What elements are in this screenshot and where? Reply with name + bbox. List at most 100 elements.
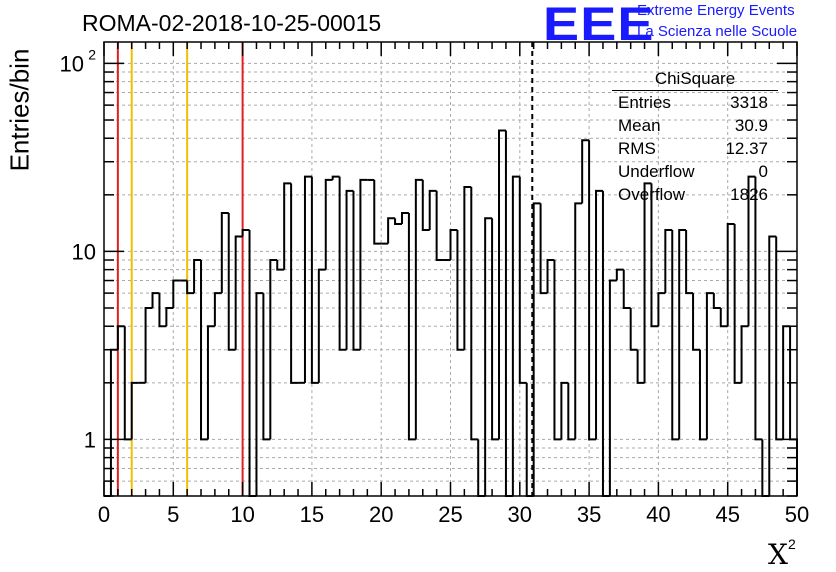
logo-line-2: La Scienza nelle Scuole: [637, 23, 798, 40]
histogram-bin: [428, 189, 437, 230]
x-axis-label-symbol: X: [768, 538, 788, 571]
histogram-bin: [601, 190, 610, 497]
histogram-bin: [719, 308, 728, 328]
histogram-bin: [789, 326, 798, 496]
histogram-bin: [470, 187, 479, 441]
histogram-bin: [678, 228, 687, 440]
histogram-bin: [747, 175, 756, 327]
eee-logo: EEE: [543, 0, 655, 50]
histogram-bin: [504, 130, 513, 497]
histogram-bin: [740, 325, 749, 383]
histogram-bin: [581, 139, 590, 204]
histogram-bin: [213, 292, 222, 327]
histogram-bin: [456, 229, 465, 351]
x-tick-label: 30: [508, 502, 532, 527]
histogram-bin: [664, 228, 673, 294]
histogram-bin: [387, 217, 396, 244]
stats-value: 1826: [730, 185, 768, 204]
y-tick-label-exponent: 2: [88, 46, 96, 62]
histogram-bin: [317, 268, 326, 383]
histogram-bin: [172, 279, 181, 309]
stats-value: 0: [758, 162, 768, 181]
run-title: ROMA-02-2018-10-25-00015: [82, 10, 382, 36]
histogram-bin: [241, 228, 250, 237]
histogram-bin: [373, 179, 382, 245]
histogram-bin: [546, 259, 555, 294]
y-axis-label: Entries/bin: [4, 48, 35, 172]
histogram-bin: [622, 269, 631, 310]
stats-row-mean: Mean 30.9: [612, 114, 778, 137]
histogram-bin: [123, 326, 132, 441]
stats-value: 12.37: [725, 139, 768, 158]
histogram-bin: [643, 182, 652, 383]
histogram-bin: [733, 223, 742, 384]
histogram-bin: [200, 260, 208, 441]
histogram-bin: [186, 280, 195, 295]
histogram-bin: [255, 292, 264, 496]
histogram-bin: [414, 178, 423, 440]
histogram-bin: [290, 183, 299, 384]
histogram-bin: [262, 293, 271, 441]
y-tick-label: 10: [72, 239, 96, 264]
histogram-bin: [636, 349, 645, 384]
histogram-bin: [449, 228, 458, 261]
histogram-bin: [324, 178, 333, 270]
histogram-bin: [657, 292, 666, 327]
x-tick-label: 5: [167, 502, 179, 527]
y-tick-label: 10: [60, 51, 84, 76]
histogram-bin: [400, 212, 409, 224]
stats-row-entries: Entries 3318: [612, 91, 778, 114]
histogram-bin: [560, 381, 569, 440]
histogram-bin: [421, 179, 430, 231]
x-tick-label: 15: [300, 502, 324, 527]
histogram-bin: [165, 307, 174, 327]
histogram-bin: [574, 202, 583, 440]
stats-key: RMS: [618, 139, 656, 158]
x-axis-label-superscript: 2: [787, 536, 796, 552]
x-tick-label: 50: [785, 502, 809, 527]
stats-key: Overflow: [618, 185, 686, 204]
logo-line-1: Extreme Energy Events: [637, 2, 795, 19]
x-tick-label: 0: [98, 502, 110, 527]
histogram-bin: [595, 189, 603, 440]
histogram-bin: [698, 349, 707, 441]
histogram-bin: [359, 178, 368, 350]
histogram-bin: [435, 190, 444, 262]
histogram-bin: [463, 186, 472, 350]
histogram-bin: [671, 229, 680, 441]
histogram-bin: [511, 175, 520, 496]
histogram-bin: [712, 293, 721, 310]
histogram-bin: [130, 381, 139, 440]
histogram-bin: [394, 218, 402, 225]
histogram-bin: [283, 182, 292, 270]
y-tick-label: 1: [84, 427, 96, 452]
histogram-bin: [567, 382, 576, 441]
stats-row-rms: RMS 12.37: [612, 137, 778, 160]
histogram-bin: [553, 260, 562, 441]
stats-key: Mean: [618, 116, 661, 135]
stats-title: ChiSquare: [612, 68, 778, 91]
histogram-bin: [303, 175, 312, 383]
histogram-bin: [276, 260, 285, 271]
histogram-bin: [484, 217, 493, 496]
histogram-bin: [685, 229, 694, 295]
histogram-bin: [692, 293, 700, 351]
histogram-bin: [345, 189, 354, 350]
stats-row-overflow: Overflow 1826: [612, 183, 778, 206]
histogram-bin: [310, 176, 319, 384]
x-axis-label: X2: [768, 536, 796, 571]
stats-row-underflow: Underflow 0: [612, 160, 778, 183]
stats-key: Entries: [618, 93, 671, 112]
histogram-bin: [116, 325, 125, 350]
histogram-bin: [234, 235, 243, 350]
histogram-bin: [532, 202, 541, 496]
stats-key: Underflow: [618, 162, 695, 181]
histogram-bin: [407, 213, 416, 441]
histogram-bin: [608, 279, 617, 496]
x-tick-label: 20: [369, 502, 393, 527]
stats-value: 3318: [730, 93, 768, 112]
histogram-bin: [331, 175, 340, 180]
histogram-bin: [151, 292, 160, 309]
histogram-bin: [768, 235, 777, 496]
